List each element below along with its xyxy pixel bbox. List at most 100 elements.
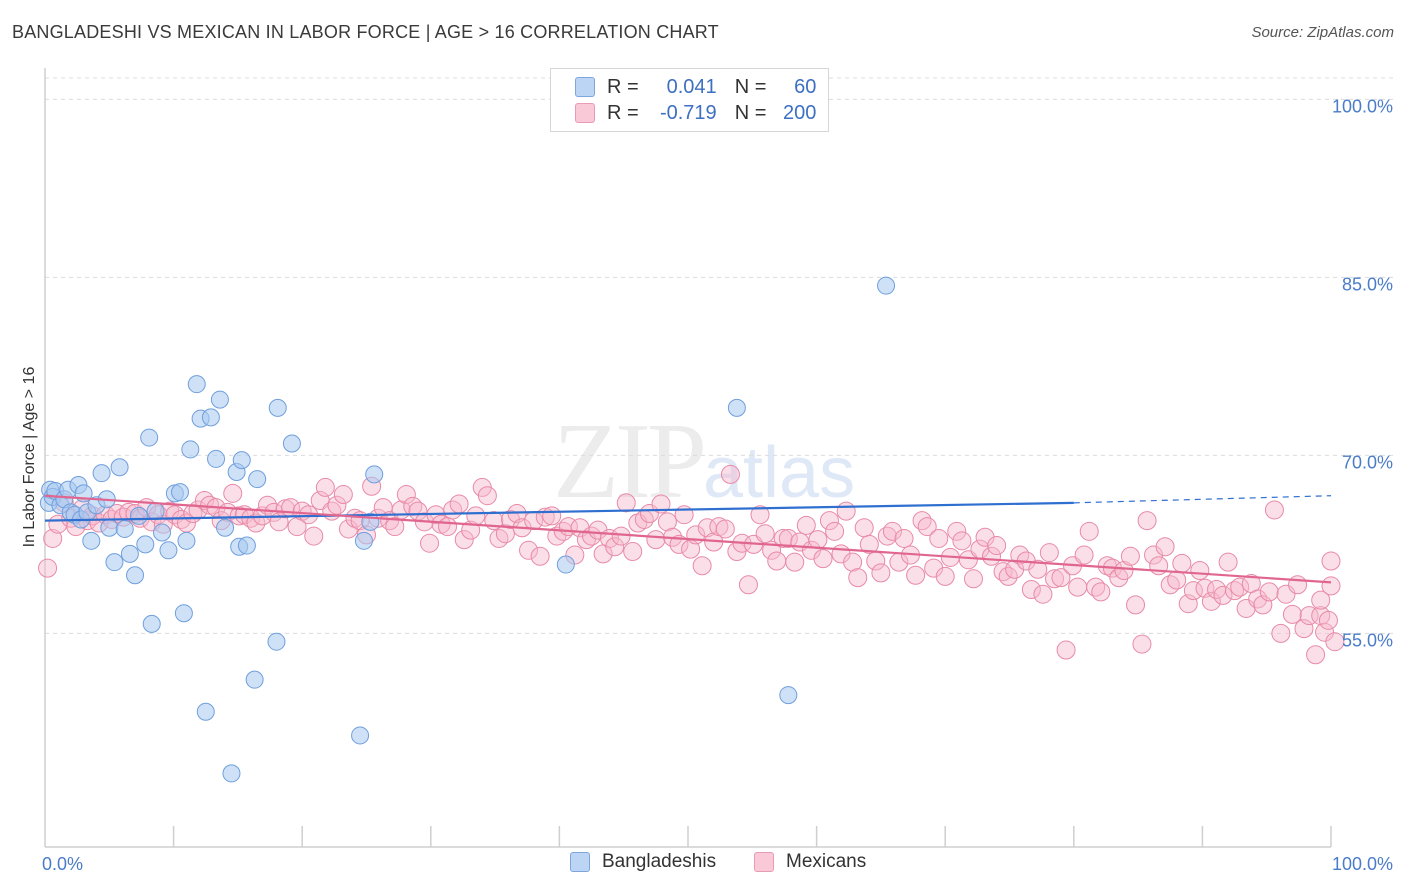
bangladeshis-point: [100, 518, 119, 537]
bangladeshis-point: [282, 434, 301, 453]
mexicans-point: [1079, 521, 1099, 541]
mexicans-point: [246, 513, 266, 533]
mexicans-point: [542, 506, 562, 526]
mexicans-point: [466, 506, 486, 526]
bangladeshis-point: [232, 451, 251, 470]
watermark: ZIPatlas: [553, 400, 855, 524]
bangladeshis-point: [201, 408, 220, 427]
mexicans-point: [808, 530, 828, 550]
mexicans-point: [1311, 590, 1331, 610]
mexicans-point: [623, 541, 643, 561]
mexicans-point: [906, 565, 926, 585]
bangladeshis-point: [82, 531, 101, 550]
bangladeshis-swatch: [575, 77, 595, 97]
mexicans-point: [1056, 640, 1076, 660]
legend-item-mexicans[interactable]: Mexicans: [754, 851, 866, 873]
mexicans-point: [449, 494, 469, 514]
mexicans-point: [495, 524, 515, 544]
mexicans-point: [385, 517, 405, 537]
mexicans-point: [1091, 582, 1111, 602]
mexicans-point: [646, 530, 666, 550]
bangladeshis-legend-swatch: [570, 852, 590, 872]
bangladeshis-point: [136, 535, 155, 554]
mexicans-point: [1248, 589, 1268, 609]
mexicans-point: [796, 515, 816, 535]
mexicans-point: [530, 546, 550, 566]
legend-n-value: 200: [783, 101, 817, 124]
legend-item-bangladeshis[interactable]: Bangladeshis: [570, 851, 716, 873]
mexicans-point: [894, 528, 914, 548]
mexicans-point: [304, 526, 324, 546]
y-tick-label: 100.0%: [1332, 96, 1393, 116]
mexicans-point: [843, 552, 863, 572]
bangladeshis-point: [181, 440, 200, 459]
mexicans-point: [333, 485, 353, 505]
mexicans-point: [38, 558, 58, 578]
bangladeshis-point: [365, 465, 384, 484]
mexicans-point: [813, 549, 833, 569]
bangladeshis-point: [245, 670, 264, 689]
mexicans-point: [929, 528, 949, 548]
mexicans-point: [963, 569, 983, 589]
mexicans-point: [1051, 568, 1071, 588]
correlation-legend: R = 0.041 N = 60 R = -0.719 N = 200: [550, 68, 829, 132]
mexicans-point: [854, 518, 874, 538]
mexicans-point: [1318, 610, 1338, 630]
x-tick-label: 100.0%: [1332, 854, 1393, 874]
mexicans-point: [778, 528, 798, 548]
bangladeshis-point: [222, 764, 241, 783]
legend-r-label: R =: [607, 101, 639, 124]
bangladeshis-point: [177, 531, 196, 550]
mexicans-point: [669, 534, 689, 554]
mexicans-point: [1028, 559, 1048, 579]
mexicans-point: [315, 477, 335, 497]
x-tick-label: 0.0%: [42, 854, 83, 874]
mexicans-point: [750, 505, 770, 525]
bangladeshis-point: [207, 449, 226, 468]
mexicans-point: [1167, 570, 1187, 590]
mexicans-point: [1201, 591, 1221, 611]
mexicans-point: [1039, 543, 1059, 563]
mexicans-point: [605, 537, 625, 557]
mexicans-point: [1271, 623, 1291, 643]
y-tick-label: 70.0%: [1342, 452, 1393, 472]
bangladeshis-point: [142, 614, 161, 633]
bangladeshis-point: [779, 686, 798, 705]
legend-n-label: N =: [734, 75, 767, 98]
bangladeshis-point: [153, 523, 172, 542]
mexicans-point: [1306, 645, 1326, 665]
mexicans-point: [819, 511, 839, 531]
tick-labels: 55.0% 70.0% 85.0% 100.0% 0.0% 100.0%: [42, 96, 1393, 874]
legend-r-label: R =: [607, 75, 639, 98]
mexicans-point: [1225, 581, 1245, 601]
mexicans-point: [1033, 584, 1053, 604]
legend-row-mexicans: R = -0.719 N = 200: [575, 101, 816, 125]
mexicans-point: [420, 533, 440, 553]
mexicans-legend-swatch: [754, 852, 774, 872]
mexicans-point: [1325, 632, 1345, 652]
legend-r-value: -0.719: [659, 101, 717, 124]
y-tick-label: 55.0%: [1342, 630, 1393, 650]
chart-title: BANGLADESHI VS MEXICAN IN LABOR FORCE | …: [12, 22, 719, 42]
mexicans-point: [519, 540, 539, 560]
mexicans-point: [651, 494, 671, 514]
bangladeshis-point: [210, 390, 229, 409]
watermark-zip: ZIP: [553, 402, 707, 521]
mexicans-point: [1114, 560, 1134, 580]
mexicans-points: [38, 464, 1345, 665]
mexicans-point: [1068, 577, 1088, 597]
bangladeshis-point: [129, 506, 148, 525]
mexicans-point: [785, 552, 805, 572]
bangladeshis-point: [268, 398, 287, 417]
bangladeshis-point: [248, 470, 267, 489]
mexicans-point: [657, 512, 677, 532]
bangladeshis-trend-extension: [1073, 495, 1332, 504]
bangladeshis-point: [110, 458, 129, 477]
y-axis-title: In Labor Force | Age > 16: [21, 367, 38, 548]
mexicans-point: [1299, 606, 1319, 626]
mexicans-point: [1120, 546, 1140, 566]
mexicans-point: [1218, 552, 1238, 572]
mexicans-point: [871, 563, 891, 583]
bangladeshis-point: [92, 464, 111, 483]
